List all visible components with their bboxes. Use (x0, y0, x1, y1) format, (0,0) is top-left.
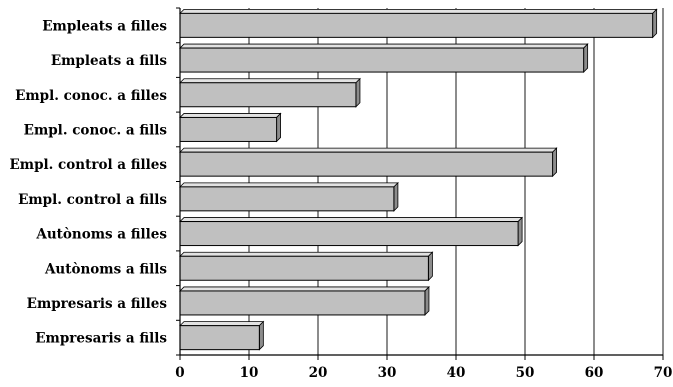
bar-front-face (179, 151, 554, 177)
bar-side-face (552, 147, 557, 178)
labels: Empleats a filles Empleats a fills Empl. c… (10, 18, 673, 381)
category-label-0: Empleats a filles (42, 18, 167, 34)
category-label-9: Empresaris a fills (35, 331, 167, 347)
x-tick-label-1: 10 (240, 365, 259, 381)
bar-5 (179, 181, 399, 212)
x-tick-label-6: 60 (585, 365, 604, 381)
bar-side-face (355, 77, 361, 108)
bar-0 (179, 8, 658, 39)
bar-front-face (179, 290, 426, 316)
x-tick-label-7: 70 (654, 365, 673, 381)
bar-top-face (179, 286, 430, 292)
category-label-7: Autònoms a fills (44, 261, 167, 277)
bar-top-face (179, 78, 361, 84)
bar-front-face (179, 186, 395, 212)
category-label-5: Empl. control a fills (18, 192, 167, 208)
x-tick-label-0: 0 (175, 365, 184, 381)
bar-7 (179, 251, 434, 282)
bar-side-face (258, 320, 264, 351)
category-label-3: Empl. conoc. a fills (24, 122, 168, 138)
category-label-4: Empl. control a filles (10, 157, 168, 173)
bar-front-face (179, 12, 654, 38)
bar-side-face (652, 8, 658, 39)
bar-side-face (427, 251, 433, 282)
bar-top-face (179, 182, 399, 188)
bar-1 (179, 43, 589, 74)
bar-top-face (179, 251, 434, 257)
bar-side-face (276, 112, 282, 143)
bar-8 (179, 285, 430, 316)
bar-front-face (179, 221, 519, 247)
x-tick-label-2: 20 (309, 365, 328, 381)
bar-front-face (179, 325, 260, 351)
bar-top-face (179, 217, 524, 222)
bar-top-face (179, 43, 589, 49)
bar-front-face (179, 255, 429, 281)
bar-4 (179, 147, 558, 178)
bar-top-face (179, 8, 658, 14)
bar-3 (179, 112, 282, 143)
bar-top-face (179, 113, 282, 118)
bar-top-face (179, 147, 558, 153)
x-tick-label-4: 40 (447, 365, 466, 381)
category-label-2: Empl. conoc. a filles (15, 88, 167, 104)
bars (179, 8, 658, 351)
x-tick-label-5: 50 (516, 365, 535, 381)
bar-side-face (424, 285, 430, 316)
bar-9 (179, 320, 265, 351)
bar-top-face (179, 321, 265, 327)
bar-front-face (179, 116, 278, 142)
x-tick-label-3: 30 (378, 365, 397, 381)
bar-2 (179, 77, 361, 108)
category-label-6: Autònoms a filles (35, 227, 167, 243)
bar-front-face (179, 47, 585, 73)
bar-side-face (517, 216, 523, 247)
category-label-1: Empleats a fills (51, 53, 168, 69)
category-label-8: Empresaris a filles (27, 296, 168, 312)
bar-side-face (583, 43, 589, 74)
bar-side-face (393, 181, 399, 212)
bar-front-face (179, 82, 357, 108)
bar-6 (179, 216, 524, 247)
axes (176, 7, 664, 360)
